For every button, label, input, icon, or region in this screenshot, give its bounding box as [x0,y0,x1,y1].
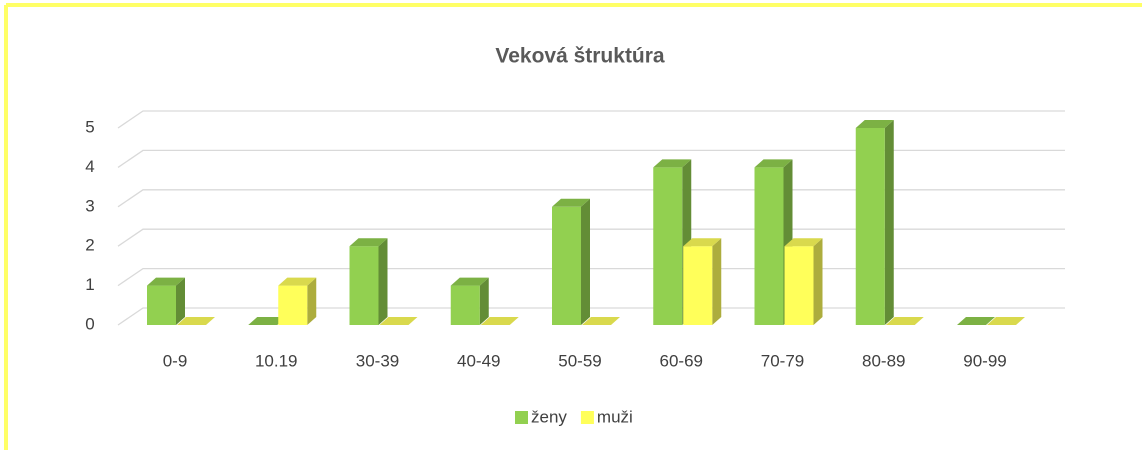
bar [754,159,793,325]
chart-title: Veková štruktúra [495,45,665,68]
bar-top [987,317,1025,325]
bar-top [278,277,317,286]
bar-top [177,317,215,325]
bar [177,317,215,325]
bar [349,238,388,325]
bar [855,120,894,325]
legend-swatch [580,411,594,424]
grid-line [117,110,1065,129]
bar-top [379,317,418,325]
bar-top [248,317,287,325]
bar-front [278,285,308,325]
bar [784,238,823,325]
bar-side [479,277,489,325]
x-tick-label: 10.19 [255,351,298,370]
bar-top [855,120,894,128]
y-tick-label: 1 [85,275,94,294]
bar [379,317,418,325]
bar-top [957,317,995,325]
bar [552,198,590,325]
bar-side [378,238,388,325]
x-tick-label: 90-99 [963,351,1006,370]
bar-top [450,277,489,286]
bar-front [147,285,176,325]
bar-top [754,159,793,168]
bar-front [683,246,713,325]
bar [450,277,489,325]
bar-front [450,285,480,325]
bar [885,317,924,325]
bar-side [884,120,894,325]
bar [582,317,620,325]
bar-top [552,198,590,207]
x-tick-label: 80-89 [862,351,905,370]
x-tick-label: 60-69 [660,351,703,370]
bar-top [349,238,388,247]
bar-top [784,238,823,247]
bar-side [813,238,823,325]
bar-front [784,246,814,325]
bar-top [885,317,924,325]
bar-front [653,167,683,325]
bar-top [653,159,692,168]
bar-side [581,198,590,325]
x-tick-label: 0-9 [163,351,188,370]
bar [987,317,1025,325]
bar [683,238,722,325]
bar-front [349,246,379,325]
bar-side [712,238,722,325]
bar-top [683,238,722,247]
x-tick-label: 70-79 [761,351,804,370]
legend-label: ženy [531,407,567,426]
bar-top [480,317,519,325]
bar-front [855,128,885,325]
bar [480,317,519,325]
grid-line [117,149,1065,168]
bar [147,277,185,325]
bar-top [147,277,185,286]
bar-front [754,167,784,325]
legend-label: muži [597,407,633,426]
y-tick-label: 3 [85,196,94,215]
x-tick-label: 30-39 [356,351,399,370]
bar-top [582,317,620,325]
y-tick-label: 0 [85,314,94,333]
bar [278,277,317,325]
x-tick-label: 50-59 [558,351,601,370]
x-tick-label: 40-49 [457,351,500,370]
y-tick-label: 4 [85,157,94,176]
y-tick-label: 2 [85,236,94,255]
bar-front [552,206,581,325]
legend-swatch [515,411,528,424]
bar-side [176,277,185,325]
bar [248,317,287,325]
bar-side [307,277,317,325]
bar [957,317,995,325]
y-tick-label: 5 [85,117,94,136]
